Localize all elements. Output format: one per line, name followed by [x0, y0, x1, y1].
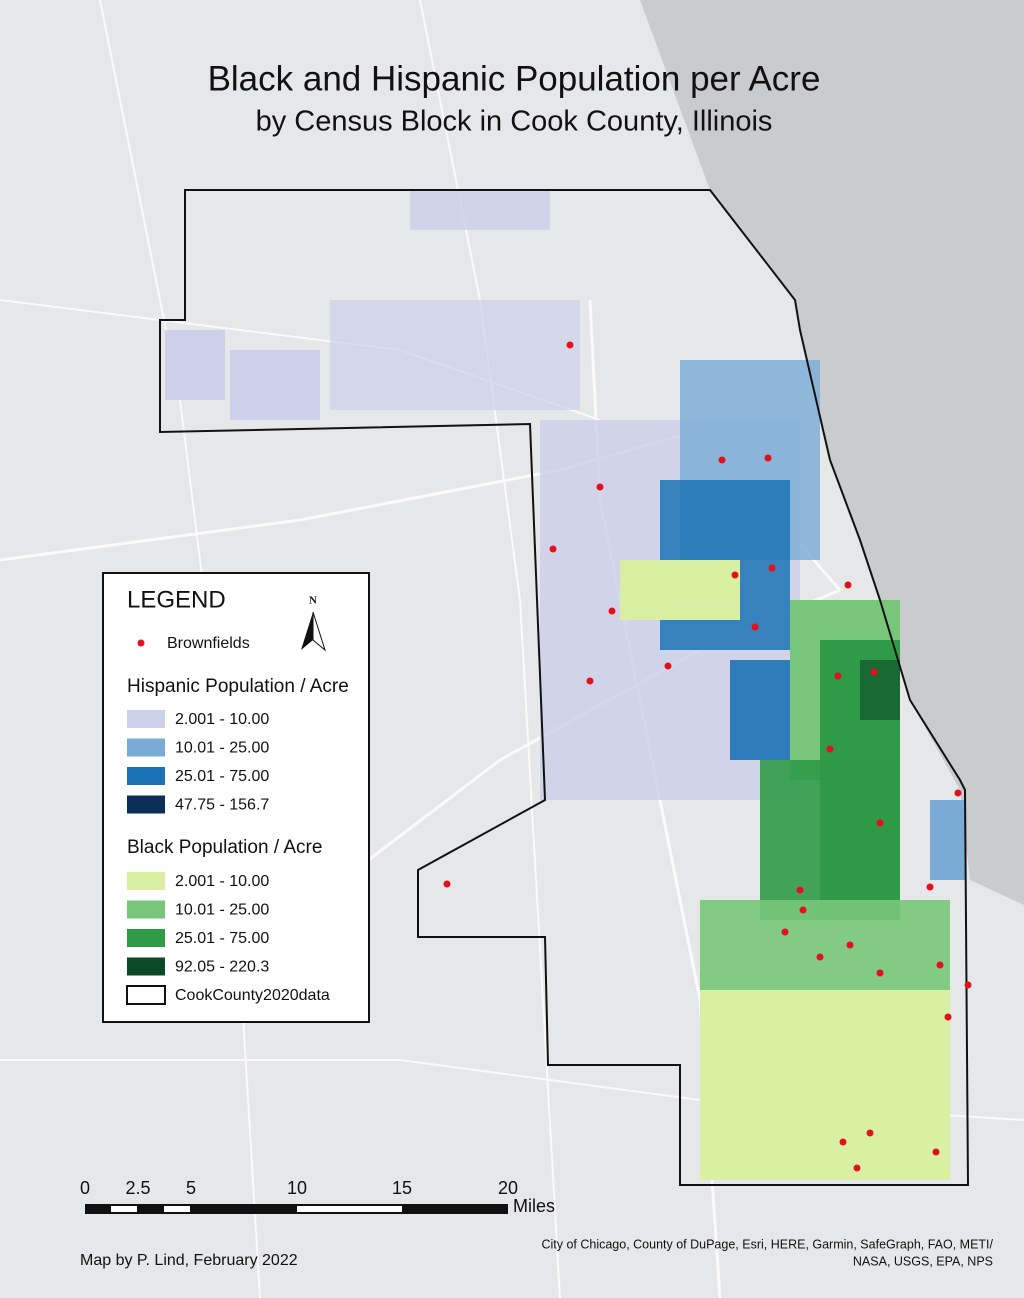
brownfield-points — [443, 341, 972, 1172]
legend-class-label: 92.05 - 220.3 — [175, 959, 269, 976]
legend-class-label: 10.01 - 25.00 — [175, 740, 269, 757]
legend-swatch — [127, 795, 165, 814]
scale-unit: Miles — [513, 1196, 555, 1216]
map-credit: Map by P. Lind, February 2022 — [80, 1252, 298, 1269]
lake-michigan — [640, 0, 1024, 905]
legend-class-label: 25.01 - 75.00 — [175, 768, 269, 785]
black-heading: Black Population / Acre — [127, 837, 322, 858]
legend-class-label: 10.01 - 25.00 — [175, 902, 269, 919]
legend-class-label: 2.001 - 10.00 — [175, 711, 269, 728]
legend-class-label: 47.75 - 156.7 — [175, 797, 269, 814]
north-label: N — [309, 595, 317, 607]
brownfield-symbol — [137, 639, 145, 647]
map-title: Black and Hispanic Population per Acre — [208, 59, 821, 98]
scale-tick-label: 2.5 — [125, 1178, 150, 1198]
legend-swatch — [127, 767, 165, 785]
legend-title: LEGEND — [127, 586, 226, 613]
boundary-label: CookCounty2020data — [175, 987, 330, 1004]
legend-class-label: 2.001 - 10.00 — [175, 873, 269, 890]
scale-bar-segment — [297, 1206, 402, 1212]
scale-bar: Miles 0 2.5 5 10 15 20 — [80, 1178, 555, 1216]
legend-swatch — [127, 710, 165, 728]
boundary-symbol — [126, 985, 166, 1005]
legend-swatch — [127, 929, 165, 947]
scale-bar-frame — [85, 1204, 508, 1214]
legend-swatch — [127, 872, 165, 890]
scale-tick-label: 5 — [186, 1178, 196, 1198]
scale-bar-segment — [111, 1206, 137, 1212]
legend-swatch — [127, 957, 165, 976]
north-arrow-left — [301, 612, 313, 650]
legend-swatch — [127, 738, 165, 757]
population-blocks — [165, 190, 965, 1180]
north-arrow-right — [312, 611, 326, 652]
county-boundary — [159, 189, 970, 1186]
hispanic-heading: Hispanic Population / Acre — [127, 676, 349, 697]
brownfield-label: Brownfields — [167, 635, 250, 652]
attribution-line: NASA, USGS, EPA, NPS — [853, 1254, 993, 1268]
scale-bar-segment — [164, 1206, 190, 1212]
attribution-line: City of Chicago, County of DuPage, Esri,… — [541, 1237, 993, 1251]
scale-tick-label: 15 — [392, 1178, 412, 1198]
legend-swatch — [127, 900, 165, 919]
scale-tick-label: 10 — [287, 1178, 307, 1198]
legend-class-label: 25.01 - 75.00 — [175, 930, 269, 947]
legend: LEGEND N Brownfields Hispanic Population… — [102, 572, 370, 1023]
scale-tick-label: 0 — [80, 1178, 90, 1198]
scale-tick-label: 20 — [498, 1178, 518, 1198]
map-subtitle: by Census Block in Cook County, Illinois — [256, 106, 773, 138]
